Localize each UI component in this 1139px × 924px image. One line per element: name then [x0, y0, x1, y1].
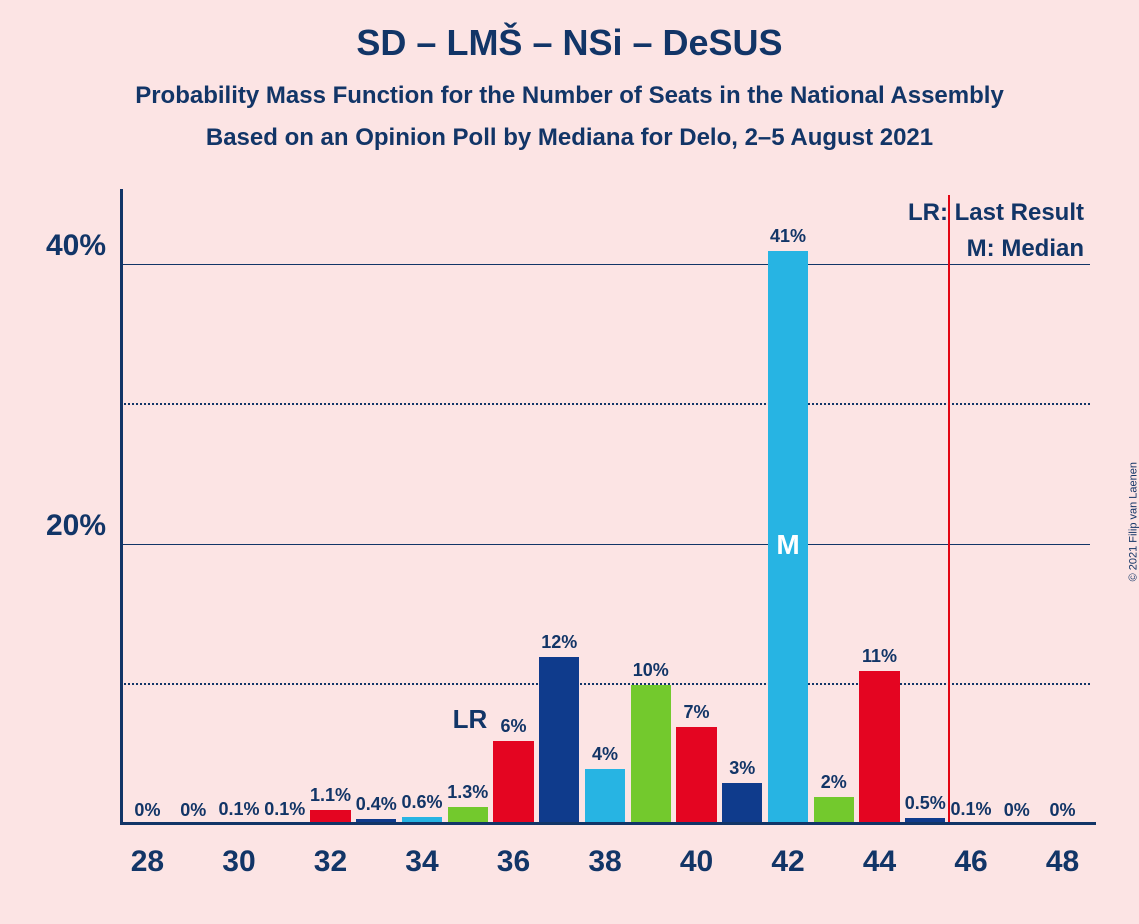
bar-value-label: 2% [821, 772, 847, 793]
bar-value-label: 0% [1004, 800, 1030, 821]
last-result-label: LR [453, 704, 488, 735]
x-axis-tick-label: 44 [863, 825, 896, 879]
bar-value-label: 0.6% [401, 792, 442, 813]
bar-value-label: 6% [500, 716, 526, 737]
bar [859, 671, 899, 825]
bar [814, 797, 854, 825]
bar-value-label: 1.3% [447, 782, 488, 803]
bar-value-label: 10% [633, 660, 669, 681]
bar-value-label: 12% [541, 632, 577, 653]
chart-title: SD – LMŠ – NSi – DeSUS [0, 0, 1139, 64]
legend-median: M: Median [908, 235, 1084, 263]
x-axis [120, 822, 1096, 825]
last-result-line [948, 195, 950, 825]
bar-value-label: 0.4% [356, 794, 397, 815]
bar-value-label: 0.5% [905, 793, 946, 814]
bar [676, 727, 716, 825]
x-axis-tick-label: 38 [588, 825, 621, 879]
y-axis-tick-label: 20% [46, 509, 120, 543]
x-axis-tick-label: 48 [1046, 825, 1079, 879]
gridline-minor [120, 403, 1090, 405]
bar-value-label: 4% [592, 744, 618, 765]
chart-plot-area: 20%40%0%0%0.1%0.1%1.1%0.4%0.6%1.3%6%12%4… [120, 195, 1090, 825]
bar [539, 657, 579, 825]
bar-value-label: 0% [134, 800, 160, 821]
gridline-major [120, 544, 1090, 545]
bar [493, 741, 533, 825]
x-axis-tick-label: 40 [680, 825, 713, 879]
y-axis-tick-label: 40% [46, 229, 120, 263]
legend: LR: Last Result M: Median [908, 199, 1084, 263]
bar-value-label: 0% [1050, 800, 1076, 821]
x-axis-tick-label: 36 [497, 825, 530, 879]
bar-value-label: 0.1% [951, 799, 992, 820]
bar-value-label: 11% [862, 646, 897, 667]
bar [631, 685, 671, 825]
x-axis-tick-label: 30 [222, 825, 255, 879]
x-axis-tick-label: 34 [405, 825, 438, 879]
gridline-minor [120, 683, 1090, 685]
median-marker: M [776, 529, 799, 561]
bar-value-label: 1.1% [310, 785, 351, 806]
x-axis-tick-label: 28 [131, 825, 164, 879]
bar [722, 783, 762, 825]
copyright-text: © 2021 Filip van Laenen [1127, 462, 1139, 581]
legend-lr: LR: Last Result [908, 199, 1084, 227]
x-axis-tick-label: 42 [771, 825, 804, 879]
chart-subtitle-1: Probability Mass Function for the Number… [0, 64, 1139, 110]
bar-value-label: 0.1% [218, 799, 259, 820]
bar [585, 769, 625, 825]
bar-value-label: 3% [729, 758, 755, 779]
x-axis-tick-label: 32 [314, 825, 347, 879]
bar-value-label: 41% [770, 226, 806, 247]
bar-value-label: 7% [683, 702, 709, 723]
x-axis-tick-label: 46 [954, 825, 987, 879]
gridline-major [120, 264, 1090, 265]
y-axis [120, 189, 123, 825]
chart-subtitle-2: Based on an Opinion Poll by Mediana for … [0, 110, 1139, 152]
bar-value-label: 0.1% [264, 799, 305, 820]
bar-value-label: 0% [180, 800, 206, 821]
